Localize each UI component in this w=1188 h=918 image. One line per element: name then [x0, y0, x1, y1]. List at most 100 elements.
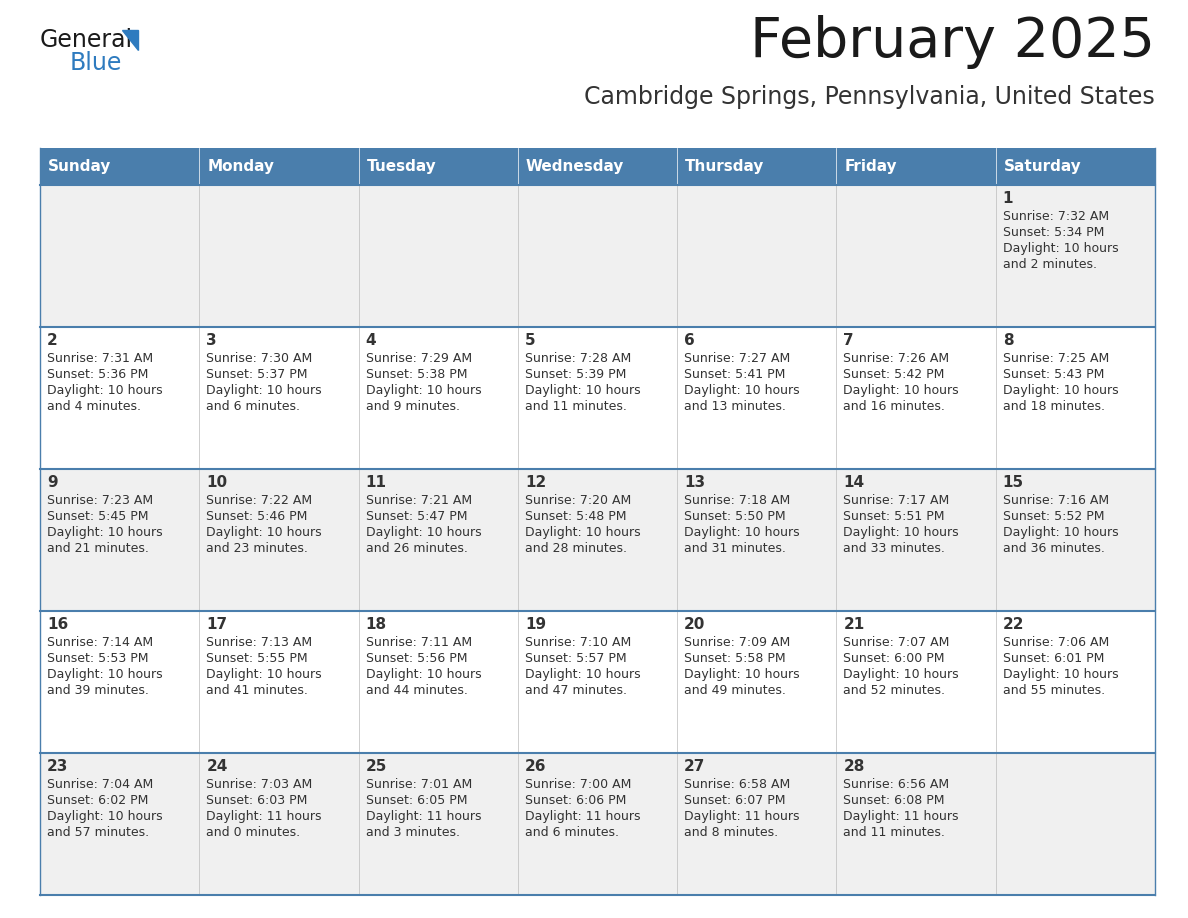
Text: and 21 minutes.: and 21 minutes. [48, 542, 148, 555]
Text: Daylight: 10 hours: Daylight: 10 hours [366, 384, 481, 397]
Text: Daylight: 10 hours: Daylight: 10 hours [843, 526, 959, 539]
Text: and 44 minutes.: and 44 minutes. [366, 684, 467, 697]
Text: and 9 minutes.: and 9 minutes. [366, 400, 460, 413]
Text: Daylight: 10 hours: Daylight: 10 hours [48, 810, 163, 823]
Text: and 11 minutes.: and 11 minutes. [843, 826, 946, 839]
Text: Sunrise: 7:31 AM: Sunrise: 7:31 AM [48, 352, 153, 365]
Text: 13: 13 [684, 475, 706, 490]
Text: Sunrise: 7:22 AM: Sunrise: 7:22 AM [207, 494, 312, 507]
Text: and 18 minutes.: and 18 minutes. [1003, 400, 1105, 413]
Text: Daylight: 11 hours: Daylight: 11 hours [843, 810, 959, 823]
Text: Sunrise: 6:58 AM: Sunrise: 6:58 AM [684, 778, 790, 791]
Text: 22: 22 [1003, 617, 1024, 632]
Text: 6: 6 [684, 333, 695, 348]
Text: Sunset: 5:48 PM: Sunset: 5:48 PM [525, 510, 626, 523]
Text: Sunrise: 7:14 AM: Sunrise: 7:14 AM [48, 636, 153, 649]
Text: Sunrise: 7:04 AM: Sunrise: 7:04 AM [48, 778, 153, 791]
Bar [40, 469, 1155, 611]
Text: Sunset: 6:03 PM: Sunset: 6:03 PM [207, 794, 308, 807]
Text: Sunrise: 7:07 AM: Sunrise: 7:07 AM [843, 636, 949, 649]
Text: Sunset: 5:39 PM: Sunset: 5:39 PM [525, 368, 626, 381]
Text: and 36 minutes.: and 36 minutes. [1003, 542, 1105, 555]
Text: 2: 2 [48, 333, 58, 348]
Text: Sunset: 5:55 PM: Sunset: 5:55 PM [207, 652, 308, 665]
Text: and 41 minutes.: and 41 minutes. [207, 684, 308, 697]
Text: Sunrise: 7:27 AM: Sunrise: 7:27 AM [684, 352, 790, 365]
Text: Daylight: 10 hours: Daylight: 10 hours [207, 384, 322, 397]
Text: Daylight: 10 hours: Daylight: 10 hours [1003, 242, 1118, 255]
Text: 25: 25 [366, 759, 387, 774]
Text: Sunrise: 6:56 AM: Sunrise: 6:56 AM [843, 778, 949, 791]
Text: and 57 minutes.: and 57 minutes. [48, 826, 150, 839]
Text: Daylight: 10 hours: Daylight: 10 hours [1003, 526, 1118, 539]
Text: Sunday: Sunday [48, 159, 112, 174]
Text: 4: 4 [366, 333, 377, 348]
Text: and 31 minutes.: and 31 minutes. [684, 542, 786, 555]
Text: 17: 17 [207, 617, 227, 632]
Text: Sunset: 5:34 PM: Sunset: 5:34 PM [1003, 226, 1104, 239]
Text: Monday: Monday [207, 159, 274, 174]
Text: and 55 minutes.: and 55 minutes. [1003, 684, 1105, 697]
Text: Sunset: 5:52 PM: Sunset: 5:52 PM [1003, 510, 1104, 523]
Text: Daylight: 10 hours: Daylight: 10 hours [684, 668, 800, 681]
Text: and 47 minutes.: and 47 minutes. [525, 684, 627, 697]
Text: and 6 minutes.: and 6 minutes. [525, 826, 619, 839]
Text: 20: 20 [684, 617, 706, 632]
Text: Daylight: 11 hours: Daylight: 11 hours [684, 810, 800, 823]
Text: Sunrise: 7:21 AM: Sunrise: 7:21 AM [366, 494, 472, 507]
Text: Sunset: 5:56 PM: Sunset: 5:56 PM [366, 652, 467, 665]
Text: and 39 minutes.: and 39 minutes. [48, 684, 148, 697]
Text: February 2025: February 2025 [750, 15, 1155, 69]
Text: Sunset: 6:08 PM: Sunset: 6:08 PM [843, 794, 944, 807]
Text: and 16 minutes.: and 16 minutes. [843, 400, 946, 413]
Text: and 23 minutes.: and 23 minutes. [207, 542, 308, 555]
Text: Daylight: 11 hours: Daylight: 11 hours [366, 810, 481, 823]
Text: Sunset: 5:57 PM: Sunset: 5:57 PM [525, 652, 626, 665]
Text: and 33 minutes.: and 33 minutes. [843, 542, 946, 555]
Text: Sunset: 5:41 PM: Sunset: 5:41 PM [684, 368, 785, 381]
Text: Sunset: 6:02 PM: Sunset: 6:02 PM [48, 794, 148, 807]
Text: Daylight: 10 hours: Daylight: 10 hours [207, 526, 322, 539]
Text: and 2 minutes.: and 2 minutes. [1003, 258, 1097, 271]
Bar [40, 611, 1155, 753]
Bar [40, 327, 1155, 469]
Text: Sunrise: 7:10 AM: Sunrise: 7:10 AM [525, 636, 631, 649]
Bar [40, 753, 1155, 895]
Text: Sunset: 5:46 PM: Sunset: 5:46 PM [207, 510, 308, 523]
Text: Sunrise: 7:16 AM: Sunrise: 7:16 AM [1003, 494, 1108, 507]
Bar [40, 185, 1155, 327]
Text: Sunrise: 7:26 AM: Sunrise: 7:26 AM [843, 352, 949, 365]
Text: and 11 minutes.: and 11 minutes. [525, 400, 627, 413]
Text: Sunrise: 7:03 AM: Sunrise: 7:03 AM [207, 778, 312, 791]
Text: 15: 15 [1003, 475, 1024, 490]
Text: Sunset: 5:53 PM: Sunset: 5:53 PM [48, 652, 148, 665]
Text: Daylight: 10 hours: Daylight: 10 hours [843, 668, 959, 681]
Text: 27: 27 [684, 759, 706, 774]
Text: and 8 minutes.: and 8 minutes. [684, 826, 778, 839]
Text: Tuesday: Tuesday [367, 159, 436, 174]
Text: Blue: Blue [70, 51, 122, 75]
Text: Sunrise: 7:06 AM: Sunrise: 7:06 AM [1003, 636, 1108, 649]
Text: 26: 26 [525, 759, 546, 774]
Text: and 4 minutes.: and 4 minutes. [48, 400, 141, 413]
Text: 1: 1 [1003, 191, 1013, 206]
Text: and 13 minutes.: and 13 minutes. [684, 400, 786, 413]
Text: Sunset: 6:06 PM: Sunset: 6:06 PM [525, 794, 626, 807]
Text: Daylight: 10 hours: Daylight: 10 hours [1003, 384, 1118, 397]
Text: Daylight: 10 hours: Daylight: 10 hours [48, 668, 163, 681]
Text: Sunrise: 7:17 AM: Sunrise: 7:17 AM [843, 494, 949, 507]
Text: and 28 minutes.: and 28 minutes. [525, 542, 627, 555]
Text: Sunrise: 7:20 AM: Sunrise: 7:20 AM [525, 494, 631, 507]
Text: Sunrise: 7:25 AM: Sunrise: 7:25 AM [1003, 352, 1108, 365]
Text: and 49 minutes.: and 49 minutes. [684, 684, 786, 697]
Polygon shape [122, 30, 138, 50]
Text: Sunrise: 7:13 AM: Sunrise: 7:13 AM [207, 636, 312, 649]
Text: Sunset: 5:47 PM: Sunset: 5:47 PM [366, 510, 467, 523]
Text: 14: 14 [843, 475, 865, 490]
Text: 11: 11 [366, 475, 386, 490]
Text: Daylight: 10 hours: Daylight: 10 hours [684, 526, 800, 539]
Text: 7: 7 [843, 333, 854, 348]
Text: Sunset: 6:00 PM: Sunset: 6:00 PM [843, 652, 944, 665]
Text: Sunset: 5:37 PM: Sunset: 5:37 PM [207, 368, 308, 381]
Text: 5: 5 [525, 333, 536, 348]
